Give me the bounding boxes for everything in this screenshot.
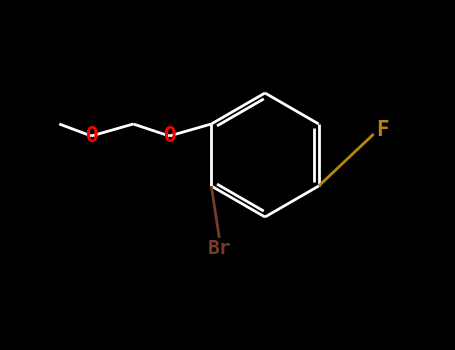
Text: O: O <box>163 126 176 146</box>
Text: Br: Br <box>207 239 231 259</box>
Text: F: F <box>376 120 389 140</box>
Text: O: O <box>85 126 98 146</box>
